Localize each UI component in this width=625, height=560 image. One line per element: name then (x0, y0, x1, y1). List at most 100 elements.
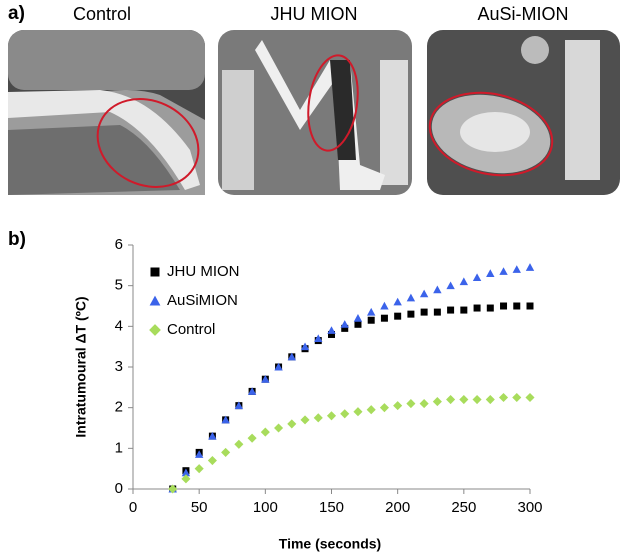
data-point (287, 352, 296, 361)
data-point (300, 415, 310, 425)
data-point (181, 474, 191, 484)
data-point (341, 324, 349, 332)
data-point (274, 362, 283, 371)
x-tick-label: 50 (191, 499, 208, 516)
panel-label: a) (8, 3, 25, 24)
data-point (353, 314, 363, 322)
data-point (208, 431, 217, 440)
data-point (420, 308, 428, 316)
data-point (221, 415, 230, 424)
data-point (525, 263, 535, 271)
legend-marker (149, 324, 161, 336)
data-point (234, 439, 244, 449)
y-tick-label: 3 (115, 358, 123, 375)
image-title: Control (73, 4, 131, 24)
data-point (393, 401, 403, 411)
data-point (486, 304, 494, 312)
data-point (327, 326, 336, 334)
data-point (419, 399, 429, 409)
data-point (287, 419, 297, 429)
data-point (486, 269, 495, 277)
data-point (328, 330, 335, 338)
data-point (459, 277, 469, 286)
data-point (300, 342, 310, 351)
panel-label: b) (8, 229, 26, 250)
data-point (419, 289, 429, 298)
data-point (234, 401, 244, 410)
xray-image (218, 30, 412, 195)
data-point (512, 392, 522, 403)
data-point (446, 394, 456, 405)
data-point (194, 464, 204, 474)
x-tick-label: 300 (517, 499, 542, 516)
data-point (512, 265, 521, 273)
x-tick-label: 0 (129, 499, 137, 516)
data-point (513, 302, 521, 310)
y-tick-label: 2 (115, 399, 123, 416)
data-point (366, 405, 376, 415)
data-point (498, 392, 509, 403)
y-tick-label: 5 (115, 277, 123, 294)
x-tick-label: 100 (253, 499, 278, 516)
data-point (207, 455, 217, 466)
y-tick-label: 0 (115, 480, 123, 497)
y-axis-label: Intratumoural ΔT (ºC) (73, 296, 89, 437)
data-point (500, 302, 508, 310)
data-point (367, 307, 376, 316)
data-point (432, 397, 442, 407)
data-point (485, 394, 495, 405)
data-point (221, 447, 231, 457)
data-point (433, 285, 442, 294)
data-point (367, 316, 375, 324)
data-point (459, 394, 469, 405)
legend-marker (149, 295, 161, 306)
data-point (340, 320, 349, 328)
data-point (526, 302, 534, 310)
data-point (354, 320, 362, 328)
x-tick-label: 150 (319, 499, 344, 516)
data-point (380, 314, 388, 322)
x-tick-label: 200 (385, 499, 410, 516)
data-point (472, 273, 482, 282)
y-tick-label: 4 (115, 317, 123, 334)
image-title: JHU MION (271, 4, 358, 24)
data-point (326, 411, 337, 421)
legend-label: JHU MION (167, 263, 240, 280)
data-point (353, 407, 363, 417)
data-point (247, 433, 257, 443)
y-tick-label: 1 (115, 439, 123, 456)
data-point (472, 394, 482, 405)
data-point (406, 293, 416, 302)
legend-label: AuSiMION (167, 292, 238, 309)
data-point (260, 427, 270, 437)
y-tick-label: 6 (115, 236, 123, 253)
data-point (406, 399, 416, 409)
data-point (473, 304, 481, 312)
image-title: AuSi-MION (477, 4, 568, 24)
data-point (181, 468, 191, 477)
legend-label: Control (167, 321, 215, 338)
data-point (261, 375, 270, 383)
data-point (380, 301, 389, 310)
data-point (314, 334, 323, 343)
legend-marker (150, 267, 160, 277)
data-point (194, 450, 204, 458)
data-point (340, 409, 350, 419)
data-point (407, 310, 415, 318)
x-axis-label: Time (seconds) (279, 536, 381, 552)
data-point (447, 306, 455, 314)
data-point (247, 387, 257, 395)
data-point (168, 484, 178, 494)
data-point (393, 297, 402, 306)
data-point (525, 392, 535, 403)
xray-image (427, 30, 620, 195)
data-point (499, 267, 508, 275)
data-point (274, 423, 284, 433)
xray-image (8, 30, 205, 195)
data-point (313, 413, 323, 423)
data-point (460, 306, 468, 314)
data-point (433, 308, 441, 316)
data-point (379, 403, 389, 413)
data-point (446, 281, 455, 290)
